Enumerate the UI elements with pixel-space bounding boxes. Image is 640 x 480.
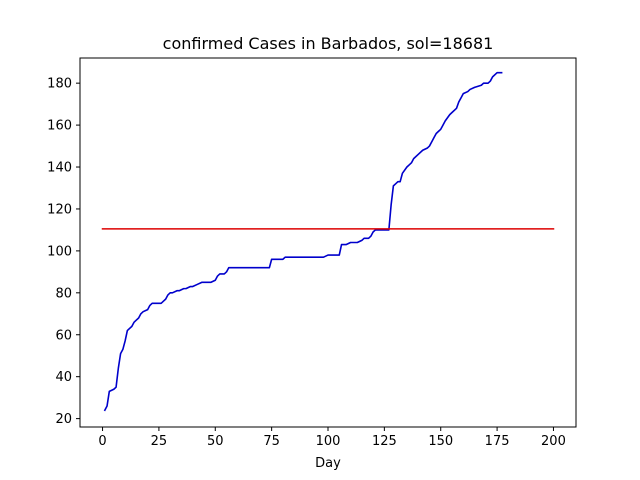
- y-tick-label: 160: [47, 119, 72, 134]
- x-tick-label: 0: [98, 434, 106, 449]
- x-tick-label: 200: [541, 434, 566, 449]
- y-tick-label: 100: [47, 244, 72, 259]
- y-tick-label: 60: [55, 328, 72, 343]
- x-tick-label: 75: [263, 434, 280, 449]
- series-line-0: [103, 71, 503, 412]
- y-tick-label: 80: [55, 286, 72, 301]
- x-axis: 0 25 50 75 100 125 150 175 200: [98, 427, 566, 449]
- y-tick-label: 180: [47, 77, 72, 92]
- y-tick-label: 40: [55, 370, 72, 385]
- y-axis: 20 40 60 80 100 120 140 160 180: [47, 77, 80, 427]
- x-tick-label: 100: [316, 434, 341, 449]
- x-tick-label: 150: [428, 434, 453, 449]
- series-layer: [101, 71, 555, 412]
- plot-frame: [79, 57, 577, 428]
- x-tick-label: 125: [372, 434, 397, 449]
- x-tick-label: 175: [485, 434, 510, 449]
- y-tick-label: 120: [47, 202, 72, 217]
- y-tick-label: 20: [55, 412, 72, 427]
- y-tick-label: 140: [47, 161, 72, 176]
- x-axis-label: Day: [315, 456, 341, 471]
- x-tick-label: 25: [151, 434, 168, 449]
- chart-title: confirmed Cases in Barbados, sol=18681: [163, 34, 494, 53]
- x-tick-label: 50: [207, 434, 224, 449]
